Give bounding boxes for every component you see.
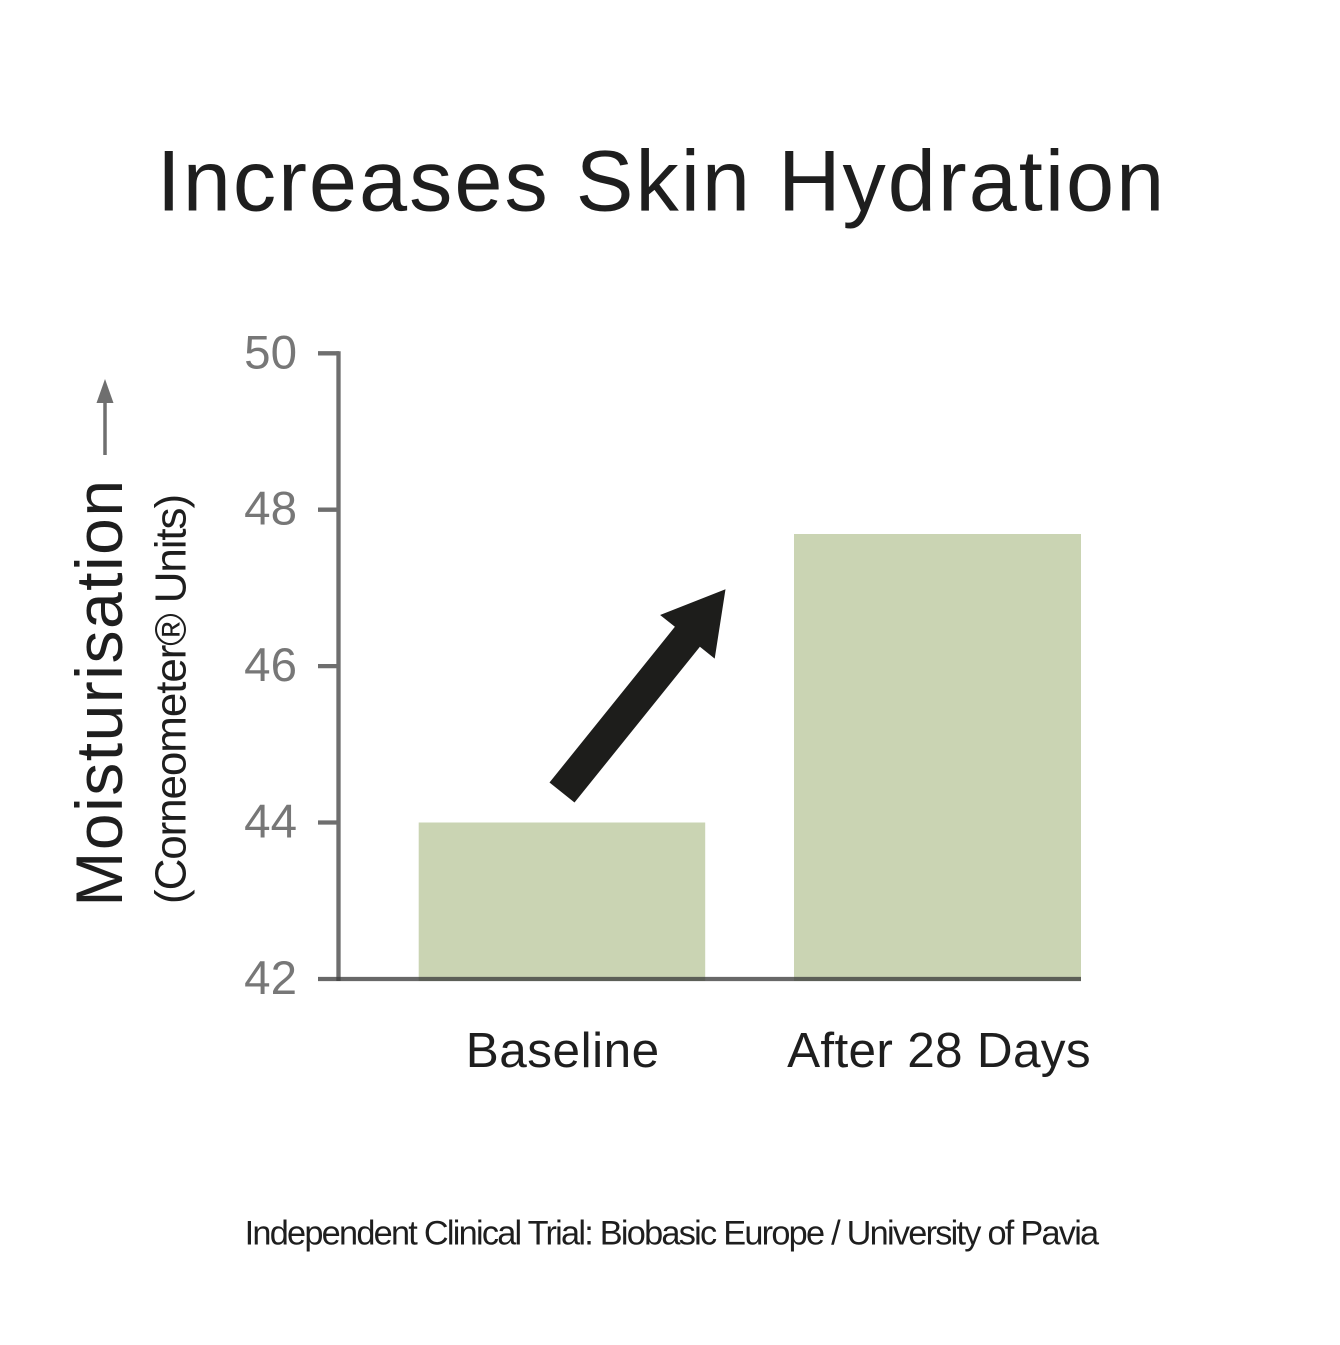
svg-text:Independent Clinical Trial: Bi: Independent Clinical Trial: Biobasic Eur… bbox=[245, 1215, 1100, 1253]
svg-text:46: 46 bbox=[244, 639, 297, 692]
svg-text:Baseline: Baseline bbox=[466, 1023, 660, 1078]
svg-text:(Corneometer® Units): (Corneometer® Units) bbox=[147, 495, 196, 904]
svg-text:50: 50 bbox=[244, 326, 297, 379]
svg-text:Moisturisation: Moisturisation bbox=[62, 478, 136, 906]
svg-text:42: 42 bbox=[244, 952, 297, 1005]
svg-text:Increases Skin Hydration: Increases Skin Hydration bbox=[157, 134, 1167, 230]
svg-text:44: 44 bbox=[244, 796, 297, 849]
svg-text:48: 48 bbox=[244, 483, 297, 536]
svg-text:After 28 Days: After 28 Days bbox=[787, 1023, 1091, 1078]
